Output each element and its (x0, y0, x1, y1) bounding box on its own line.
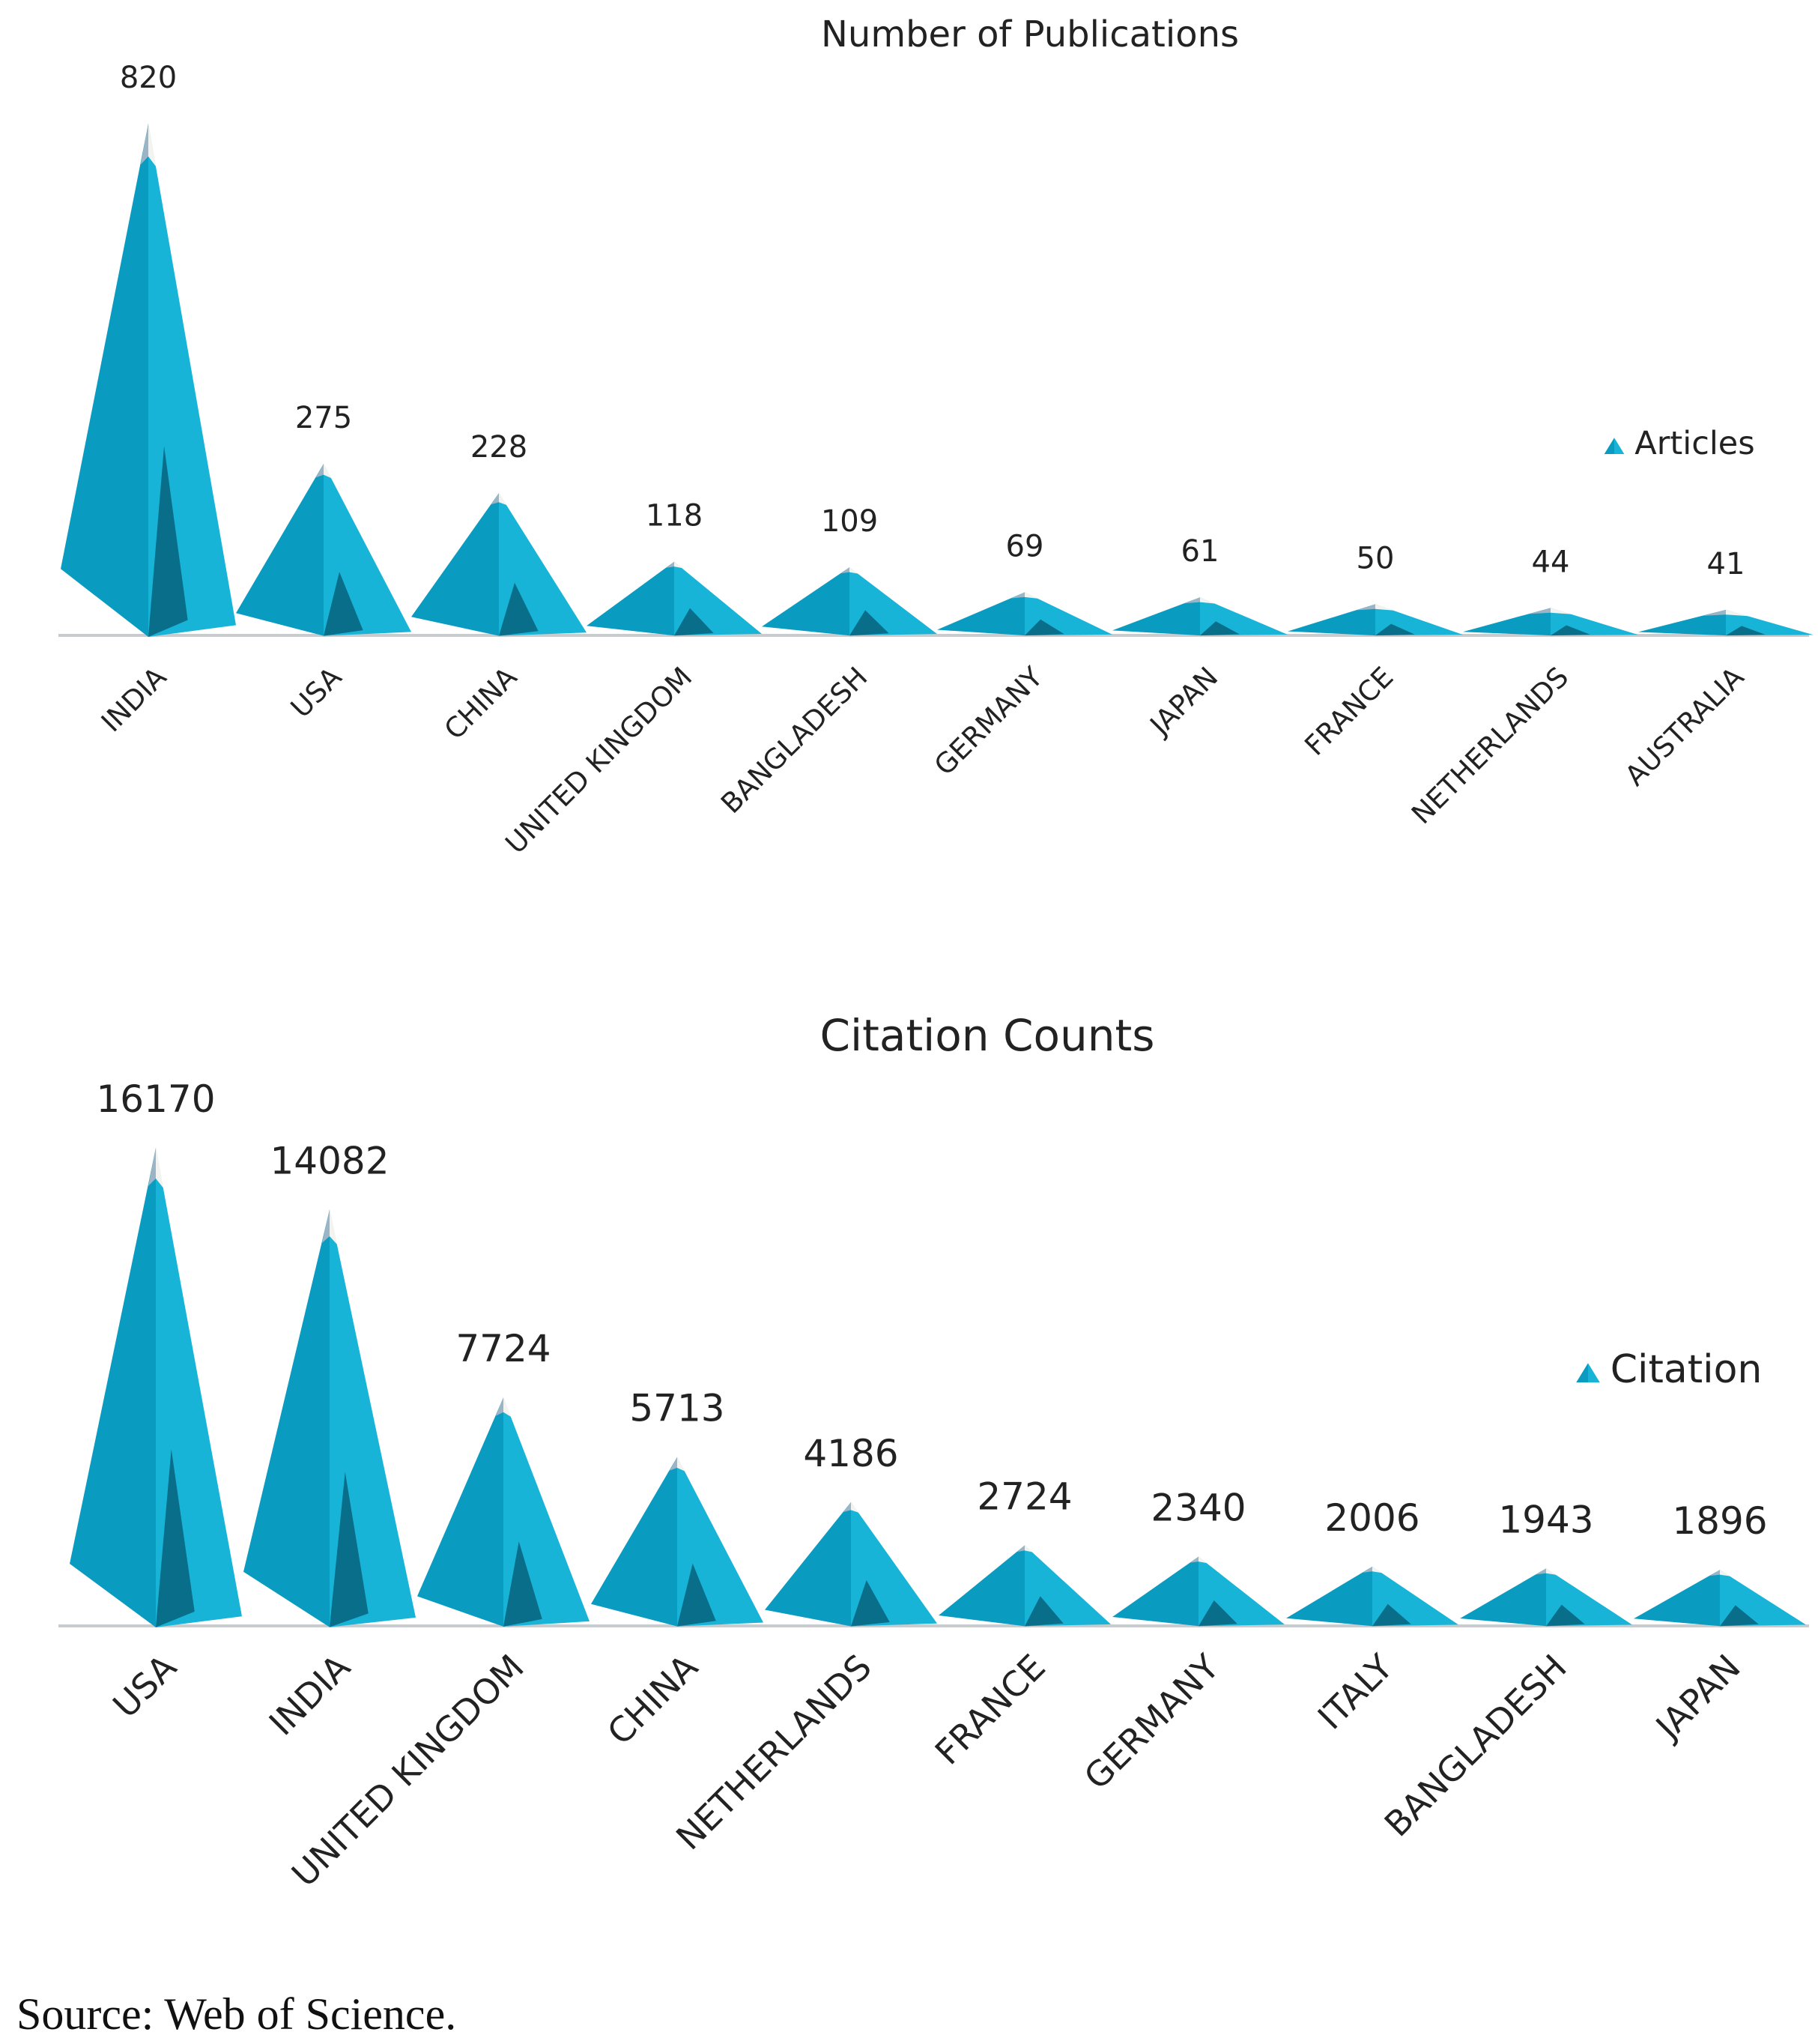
mountain-usa (236, 463, 411, 636)
mountain-united-kingdom (587, 561, 762, 636)
tick-label-italy: ITALY (1310, 1646, 1402, 1738)
mountain-france (1288, 604, 1463, 636)
mountain-japan (1634, 1570, 1806, 1627)
value-label-india: 14082 (270, 1139, 389, 1182)
value-label-japan: 1896 (1672, 1499, 1767, 1543)
value-label-japan: 61 (1181, 534, 1219, 569)
mountain-bangladesh (1460, 1568, 1632, 1627)
publications-chart: Number of Publications 820 INDIA 275 USA 228 C… (58, 13, 1814, 860)
value-label-usa: 16170 (96, 1077, 215, 1121)
tick-label-germany: GERMANY (1076, 1646, 1228, 1797)
value-label-united-kingdom: 7724 (455, 1327, 551, 1370)
tick-label-france: FRANCE (927, 1647, 1053, 1773)
mountain-india (61, 124, 236, 638)
tick-label-bangladesh: BANGLADESH (1377, 1647, 1575, 1845)
mountain-india (243, 1209, 416, 1627)
mountain-china (411, 493, 587, 636)
value-label-united-kingdom: 118 (646, 499, 703, 533)
value-label-netherlands: 44 (1532, 545, 1570, 579)
tick-label-china: CHINA (599, 1646, 706, 1753)
value-label-france: 2724 (977, 1475, 1072, 1519)
legend-label: Citation (1611, 1347, 1763, 1392)
value-label-italy: 2006 (1324, 1496, 1419, 1540)
legend: Articles (1604, 425, 1755, 462)
value-label-bangladesh: 1943 (1498, 1498, 1593, 1541)
mountain-japan (1112, 597, 1288, 636)
mountain-netherlands (1463, 608, 1638, 636)
mountain-bangladesh (762, 567, 937, 636)
tick-label-australia: AUSTRALIA (1619, 661, 1750, 792)
value-label-france: 50 (1357, 541, 1395, 575)
tick-label-netherlands: NETHERLANDS (1405, 661, 1575, 830)
tick-label-germany: GERMANY (928, 661, 1049, 782)
source-note: Source: Web of Science. (16, 1989, 456, 2039)
legend: Citation (1576, 1347, 1762, 1392)
mountain-italy (1286, 1566, 1458, 1627)
legend-mountain-icon (1576, 1363, 1588, 1382)
chart-title: Number of Publications (821, 13, 1239, 55)
value-label-bangladesh: 109 (821, 504, 878, 539)
value-label-australia: 41 (1707, 547, 1745, 581)
chart-title: Citation Counts (820, 1010, 1155, 1061)
value-label-china: 228 (470, 430, 527, 465)
mountain-netherlands (765, 1502, 937, 1627)
tick-label-japan: JAPAN (1143, 661, 1225, 743)
tick-label-japan: JAPAN (1646, 1647, 1748, 1749)
tick-label-france: FRANCE (1299, 661, 1400, 762)
tick-label-india: INDIA (95, 661, 172, 738)
mountain-germany (1112, 1556, 1285, 1627)
mountain-usa (70, 1148, 242, 1627)
tick-label-bangladesh: BANGLADESH (715, 661, 873, 820)
mountain-united-kingdom (417, 1397, 590, 1627)
value-label-netherlands: 4186 (803, 1432, 898, 1475)
legend-mountain-icon (1604, 438, 1614, 454)
tick-label-usa: USA (285, 661, 348, 725)
value-label-germany: 2340 (1151, 1487, 1246, 1530)
tick-label-usa: USA (105, 1646, 184, 1726)
value-label-china: 5713 (629, 1387, 724, 1430)
citations-chart: Citation Counts16170USA14082INDIA7724UNI… (58, 1010, 1809, 1894)
value-label-india: 820 (120, 61, 177, 95)
tick-label-india: INDIA (261, 1646, 358, 1743)
tick-label-united-kingdom: UNITED KINGDOM (500, 661, 699, 860)
legend-label: Articles (1634, 425, 1754, 462)
mountain-france (939, 1545, 1111, 1627)
value-label-usa: 275 (295, 401, 352, 435)
value-label-germany: 69 (1006, 530, 1044, 564)
mountain-germany (937, 592, 1112, 636)
mountain-china (591, 1457, 763, 1627)
tick-label-china: CHINA (438, 661, 524, 746)
mountain-australia (1638, 609, 1814, 636)
